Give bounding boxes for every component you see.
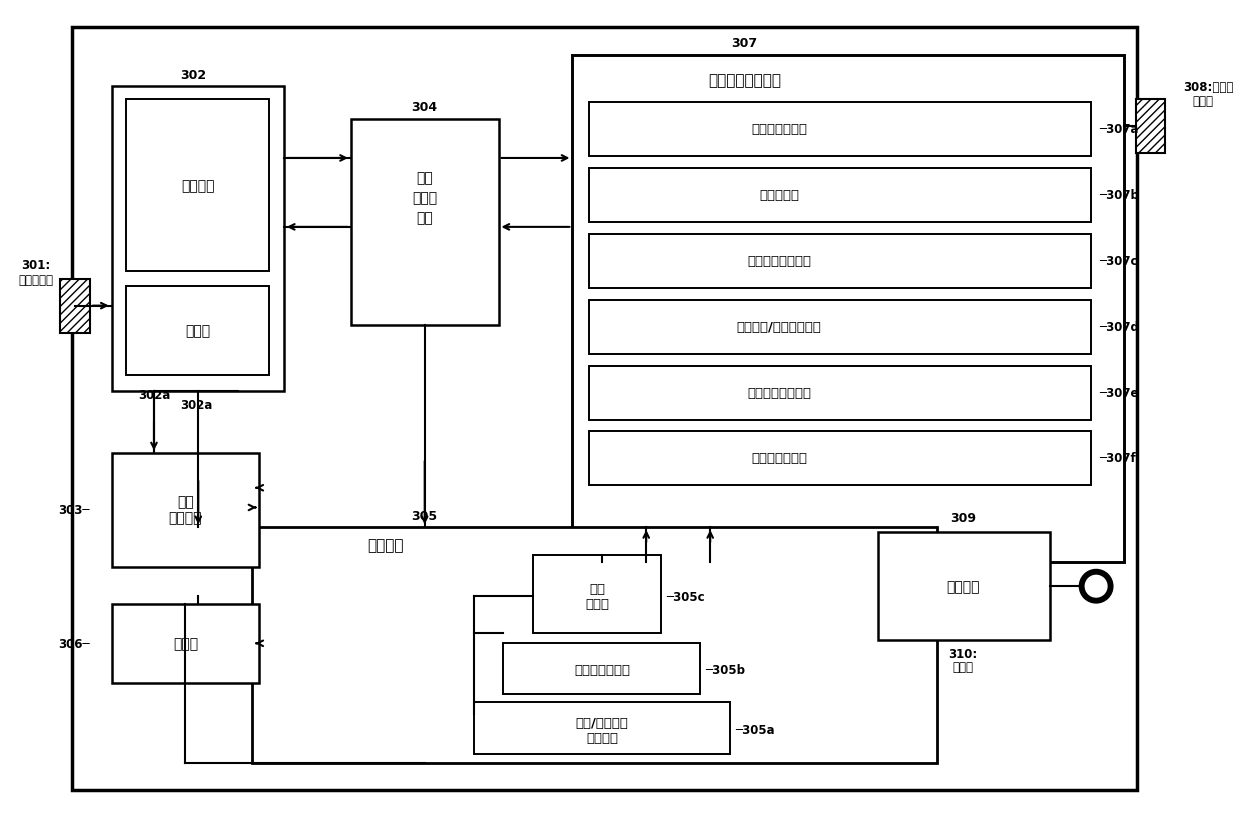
Text: 305: 305 <box>412 509 438 523</box>
Text: ─305a: ─305a <box>735 723 775 736</box>
Bar <box>589 366 1091 420</box>
Bar <box>112 87 284 391</box>
Bar <box>589 234 1091 288</box>
Bar <box>253 527 936 763</box>
Text: 信号音生成电路: 信号音生成电路 <box>751 452 807 464</box>
Text: ─307e: ─307e <box>1099 387 1138 400</box>
Text: 电话摘机/挂机检测电路: 电话摘机/挂机检测电路 <box>737 321 822 334</box>
Text: 拨号初始化装置: 拨号初始化装置 <box>574 663 630 676</box>
Text: 302: 302 <box>180 69 206 82</box>
Text: 部分: 部分 <box>417 210 433 224</box>
Bar <box>589 169 1091 223</box>
Text: 电话线电路: 电话线电路 <box>759 189 799 202</box>
Text: 302a: 302a <box>138 388 170 401</box>
Text: 信道: 信道 <box>417 171 433 185</box>
Bar <box>878 532 1050 640</box>
Bar <box>61 280 91 334</box>
Bar <box>126 100 269 272</box>
Text: 天线连接器: 天线连接器 <box>19 274 53 286</box>
Text: 电话线路接口部分: 电话线路接口部分 <box>708 73 781 88</box>
Text: 合成器: 合成器 <box>186 324 211 337</box>
Text: 304: 304 <box>412 101 438 114</box>
Text: 摘机/挂机信号
辨别装置: 摘机/挂机信号 辨别装置 <box>575 716 629 744</box>
Text: ─307c: ─307c <box>1099 255 1137 268</box>
Text: 拨号
存储器: 拨号 存储器 <box>585 582 609 610</box>
Bar <box>533 555 661 634</box>
Circle shape <box>1085 576 1107 597</box>
Bar <box>1136 100 1166 154</box>
Text: ─305b: ─305b <box>706 663 745 676</box>
Bar <box>351 120 498 326</box>
Text: 电源线: 电源线 <box>952 661 973 673</box>
Text: 接收信号生成电路: 接收信号生成电路 <box>748 255 811 268</box>
Bar <box>474 703 730 753</box>
Text: 控制部分: 控制部分 <box>367 538 403 553</box>
Text: 310:: 310: <box>949 647 978 660</box>
Text: 连接器: 连接器 <box>1193 95 1214 108</box>
Bar <box>503 644 701 695</box>
Bar <box>589 301 1091 355</box>
Text: 存储器: 存储器 <box>172 636 198 650</box>
Circle shape <box>1079 570 1112 604</box>
Text: 电话拨号检测电路: 电话拨号检测电路 <box>748 387 811 400</box>
Text: ─307a: ─307a <box>1099 124 1138 136</box>
Bar <box>112 454 259 567</box>
Text: 无线电路: 无线电路 <box>181 179 215 193</box>
Text: 无线
控制部分: 无线 控制部分 <box>169 495 202 525</box>
Text: ─307d: ─307d <box>1099 321 1140 334</box>
Text: 编解码: 编解码 <box>412 191 438 205</box>
Bar <box>573 56 1123 562</box>
Bar <box>589 102 1091 156</box>
Bar <box>112 604 259 683</box>
Bar <box>72 28 1137 790</box>
Text: ─307f: ─307f <box>1099 452 1136 464</box>
Text: 话音编解码部分: 话音编解码部分 <box>751 124 807 136</box>
Bar <box>589 431 1091 485</box>
Text: 303─: 303─ <box>58 504 91 516</box>
Text: ─305c: ─305c <box>666 590 704 603</box>
Text: 302a: 302a <box>180 398 212 411</box>
Text: 309: 309 <box>950 511 976 524</box>
Text: 306─: 306─ <box>58 637 91 650</box>
Text: 电源电路: 电源电路 <box>946 580 980 594</box>
Text: 301:: 301: <box>21 259 51 271</box>
Bar <box>126 287 269 375</box>
Text: ─307b: ─307b <box>1099 189 1140 202</box>
Text: 308:话机绳: 308:话机绳 <box>1183 80 1233 93</box>
Text: 307: 307 <box>732 37 758 50</box>
